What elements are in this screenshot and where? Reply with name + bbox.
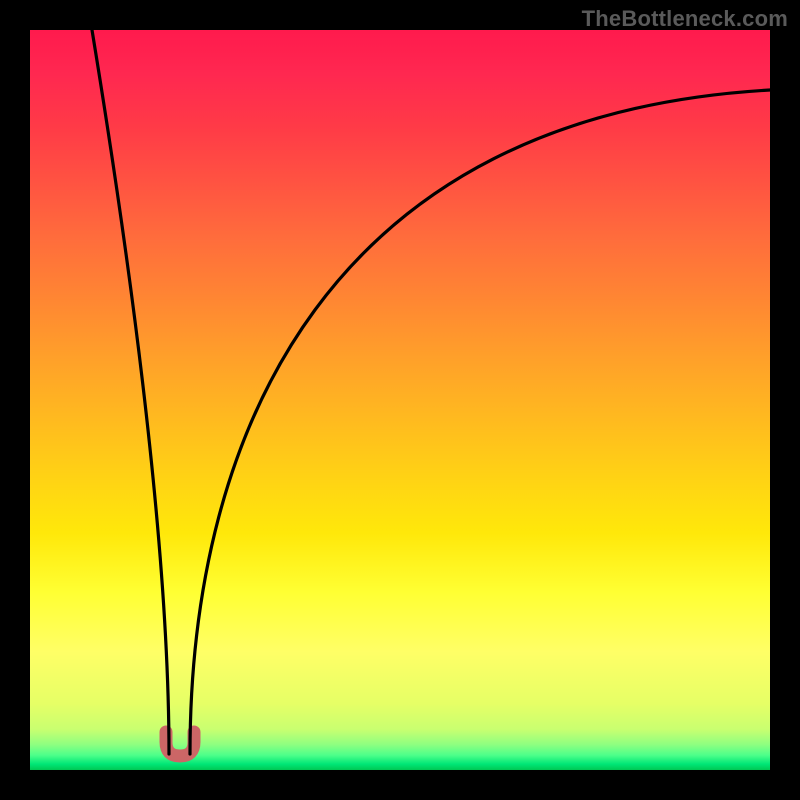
bottleneck-chart — [30, 30, 770, 770]
attribution-text: TheBottleneck.com — [582, 6, 788, 32]
chart-container: { "attribution": { "text": "TheBottlenec… — [0, 0, 800, 800]
gradient-background — [30, 30, 770, 770]
